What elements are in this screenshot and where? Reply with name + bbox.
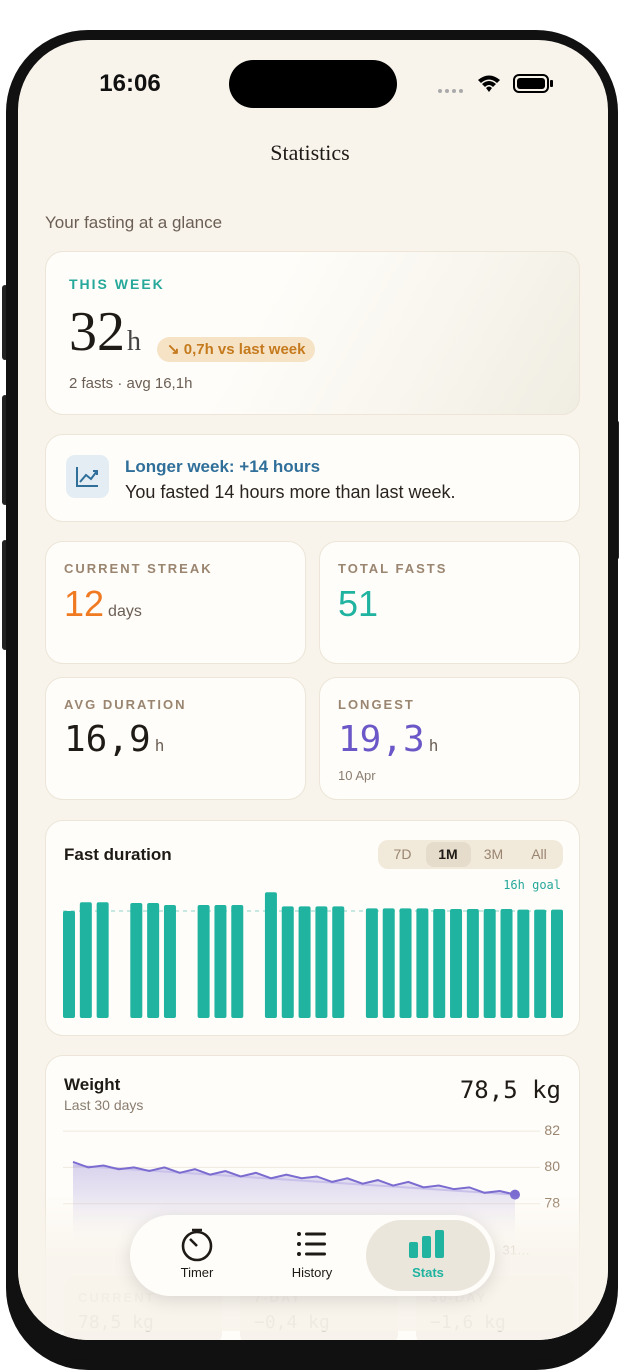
range-picker: 7D 1M 3M All: [378, 840, 563, 869]
weight-subtitle: Last 30 days: [64, 1097, 144, 1113]
weight-current: 78,5 kg: [459, 1076, 561, 1104]
range-tab[interactable]: 7D: [393, 846, 412, 862]
weight-title: Weight: [64, 1075, 121, 1094]
side-button: [2, 395, 8, 505]
page: 16:06 Statistics Your fasting at a glanc…: [2, 30, 619, 1370]
bar: [63, 911, 75, 1018]
stat-unit: days: [108, 603, 142, 620]
bar: [551, 909, 563, 1018]
stat-unit: h: [154, 736, 165, 755]
stat-label: CURRENT STREAK: [64, 561, 213, 576]
stat-label: AVG DURATION: [64, 697, 187, 712]
screen-content: 16:06 Statistics Your fasting at a glanc…: [18, 40, 608, 1340]
subtitle: Your fasting at a glance: [45, 213, 223, 232]
bar: [130, 902, 143, 1018]
insight-text: You fasted 14 hours more than last week.: [125, 482, 456, 502]
week-detail: 2 fasts · avg 16,1h: [69, 375, 193, 392]
tab-icons: [181, 1228, 444, 1262]
bar: [79, 902, 92, 1018]
screen-title: Statistics: [270, 140, 350, 165]
bar: [147, 902, 160, 1018]
chart-title: Fast duration: [64, 845, 172, 864]
stat-value: 19,3 h: [338, 720, 438, 766]
bar: [231, 904, 244, 1018]
bar: [483, 908, 496, 1018]
bar: [450, 908, 463, 1018]
side-button: [2, 285, 8, 360]
weight-line: [72, 1160, 516, 1196]
bar: [365, 908, 378, 1018]
status-icons: [438, 74, 553, 93]
insight-icon: [66, 455, 109, 498]
stat-number: 12: [64, 583, 105, 624]
tab-bar: Timer History Stats: [130, 1215, 495, 1296]
range-tab[interactable]: 1M: [425, 842, 471, 867]
bar: [281, 906, 294, 1018]
week-unit: h: [127, 326, 141, 357]
bar: [332, 906, 345, 1018]
tab-label[interactable]: Timer: [180, 1265, 214, 1280]
stat-unit: h: [428, 736, 439, 755]
bar: [466, 908, 479, 1018]
stat-value: 12 days: [64, 584, 142, 632]
range-tab[interactable]: All: [531, 846, 547, 862]
insight-title: Longer week: +14 hours: [125, 457, 321, 476]
bar: [534, 909, 547, 1018]
stat-card: CURRENT STREAK 12 days: [45, 541, 306, 664]
stat-number: 51: [338, 583, 379, 624]
range-tab[interactable]: 3M: [483, 846, 504, 862]
bar: [298, 906, 311, 1018]
stat-number: 19,3: [338, 719, 425, 760]
bar: [96, 902, 109, 1018]
stat-number: 16,9: [64, 719, 151, 760]
bar: [500, 908, 513, 1018]
bar: [399, 908, 412, 1018]
card-label: THIS WEEK: [69, 276, 165, 292]
stat-value: 16,9 h: [64, 720, 164, 766]
status-time: 16:06: [99, 70, 161, 97]
bar: [163, 904, 176, 1018]
week-hours: 32h: [69, 300, 141, 374]
chart-layer: 78808231…: [63, 892, 563, 1257]
stat-label: LONGEST: [338, 697, 415, 712]
stat-label: TOTAL FASTS: [338, 561, 448, 576]
tab-label[interactable]: Stats: [412, 1265, 444, 1280]
bar: [214, 904, 227, 1018]
bar: [517, 909, 530, 1018]
bar: [416, 908, 429, 1018]
week-value: 32: [69, 301, 125, 363]
bar: [382, 908, 395, 1018]
bar: [197, 904, 210, 1018]
insight-card: Longer week: +14 hours You fasted 14 hou…: [45, 434, 580, 522]
screen: 16:06 Statistics Your fasting at a glanc…: [18, 40, 608, 1340]
y-tick-label: 80: [544, 1158, 560, 1174]
stat-card: LONGEST 19,3 h 10 Apr: [319, 677, 580, 800]
change-badge: ↘ 0,7h vs last week: [157, 337, 316, 362]
goal-label: 16h goal: [503, 878, 561, 892]
stat-card: TOTAL FASTS 51: [319, 541, 580, 664]
dynamic-island: [229, 60, 397, 108]
side-button: [2, 540, 8, 650]
stat-note: 10 Apr: [338, 768, 376, 783]
this-week-card: THIS WEEK 32h ↘ 0,7h vs last week 2 fast…: [45, 251, 580, 415]
tab-label[interactable]: History: [291, 1265, 333, 1280]
bar: [264, 892, 277, 1018]
y-tick-label: 82: [544, 1122, 560, 1138]
stat-value: 51: [338, 584, 378, 624]
stat-card: AVG DURATION 16,9 h: [45, 677, 306, 800]
bar: [433, 908, 446, 1018]
bar: [315, 906, 328, 1018]
